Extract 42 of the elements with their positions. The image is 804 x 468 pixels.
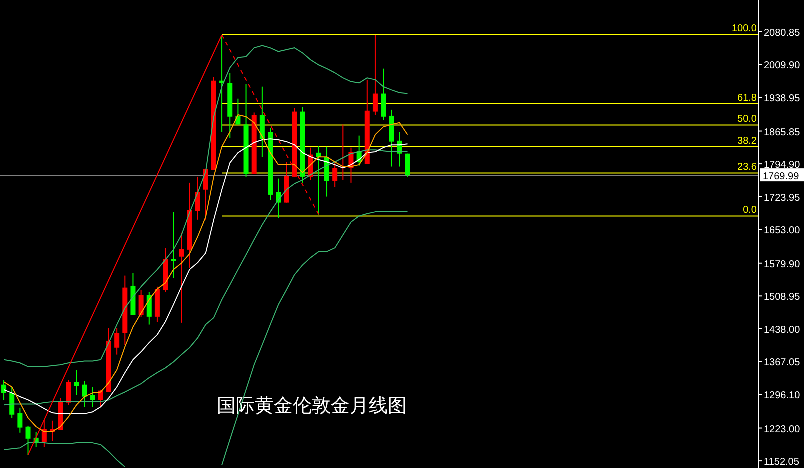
- candlestick: [42, 419, 47, 448]
- candlestick: [10, 386, 15, 419]
- candlestick: [372, 34, 378, 116]
- candlestick: [179, 232, 184, 324]
- y-tick-label: 1794.90: [764, 160, 801, 172]
- y-tick-label: 1653.00: [764, 226, 801, 237]
- candlestick: [138, 290, 144, 318]
- candlestick: [146, 291, 152, 326]
- y-tick-label: 1508.95: [764, 292, 801, 304]
- y-tick-label: 1579.90: [764, 259, 801, 270]
- annotation: 100.0: [732, 24, 758, 35]
- annotation: 50.0: [738, 114, 758, 126]
- candlestick: [171, 212, 176, 279]
- candlestick: [74, 370, 80, 396]
- y-tick-label: 1296.10: [764, 390, 801, 402]
- annotation: 38.2: [738, 136, 758, 147]
- candlestick: [195, 176, 200, 220]
- ref-line-label: 1769.99: [763, 172, 800, 183]
- y-tick-label: 2009.90: [764, 60, 801, 72]
- y-tick-label: 1938.95: [764, 94, 801, 105]
- candlestick: [66, 380, 72, 406]
- y-tick-label: 1438.00: [764, 324, 801, 336]
- candlestick: [203, 168, 208, 220]
- candlestick: [381, 68, 386, 121]
- candlestick: [114, 328, 120, 356]
- annotation: 23.6: [738, 162, 758, 174]
- annotation: 61.8: [738, 92, 758, 104]
- y-tick-label: 1865.85: [764, 127, 801, 138]
- y-tick-label: 2080.85: [764, 28, 801, 39]
- annotation: 0.0: [743, 205, 758, 216]
- y-tick-label: 1152.05: [764, 457, 800, 468]
- candlestick: [82, 380, 88, 408]
- y-tick-label: 1367.05: [764, 358, 801, 369]
- candlestick: [18, 407, 23, 434]
- y-tick-label: 1723.95: [764, 192, 801, 204]
- candlestick: [405, 153, 410, 178]
- candlestick: [90, 386, 96, 408]
- candlestick: [332, 162, 338, 188]
- candlestick: [26, 425, 31, 456]
- y-tick-label: 1223.00: [764, 424, 801, 436]
- line-series: [4, 45, 408, 368]
- candlestick: [2, 380, 7, 401]
